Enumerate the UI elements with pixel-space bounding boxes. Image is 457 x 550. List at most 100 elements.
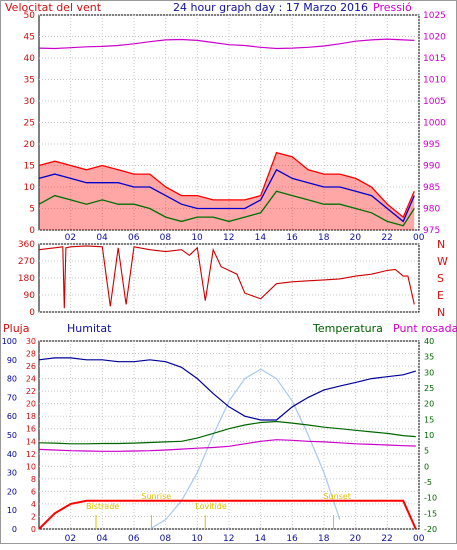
wind-y-tick-label: 0	[29, 226, 35, 236]
direction-compass-label: E	[437, 289, 444, 302]
direction-compass-label: W	[437, 255, 448, 268]
rain-y-tick-label: 8	[31, 475, 36, 484]
wind-y-tick-label: 10	[24, 183, 36, 193]
event-marker-label: Lovitide	[195, 502, 227, 511]
humidity-x-tick-label: 14	[255, 534, 267, 544]
wind-y-tick-label: 35	[24, 76, 35, 86]
wind-y-tick-label: 30	[24, 97, 36, 107]
wind-y-tick-label: 25	[24, 119, 35, 129]
direction-y-tick-label: 0	[29, 308, 35, 318]
humidity-y-tick-label: 40	[7, 450, 17, 459]
humidity-x-tick-label: 10	[191, 534, 203, 544]
humidity-y-tick-label: 20	[7, 487, 17, 496]
rain-y-tick-label: 24	[26, 375, 36, 384]
wind-y-tick-label: 40	[24, 54, 36, 64]
graph-title: 24 hour graph day : 17 Marzo 2016	[173, 1, 368, 14]
rain-y-tick-label: 0	[31, 525, 36, 534]
temperature-y-tick-label: -5	[424, 478, 432, 487]
dewpoint-axis-title: Punt rosada	[393, 322, 457, 335]
direction-y-tick-label: 270	[18, 257, 35, 267]
pressure-y-tick-label: 995	[423, 140, 440, 150]
pressure-y-tick-label: 980	[423, 205, 440, 215]
wind-x-tick-label: 22	[381, 233, 392, 243]
temperature-y-tick-label: 25	[424, 384, 434, 393]
humidity-y-tick-label: 100	[2, 337, 17, 346]
wind-gust-line	[38, 151, 415, 219]
temperature-y-tick-label: 10	[424, 431, 434, 440]
humidity-y-tick-label: 30	[7, 469, 17, 478]
temperature-y-tick-label: -20	[424, 525, 437, 534]
rain-y-tick-label: 26	[26, 362, 36, 371]
wind-x-tick-label: 06	[128, 233, 140, 243]
direction-compass-label: N	[437, 238, 445, 251]
rain-y-tick-label: 30	[26, 337, 36, 346]
temperature-y-tick-label: 20	[424, 400, 434, 409]
pressure-axis-title: Pressió	[373, 1, 412, 14]
wind-y-tick-label: 5	[29, 205, 35, 215]
event-marker-label: Sunset	[324, 492, 351, 501]
rain-axis-title: Pluja	[3, 322, 29, 335]
pressure-y-tick-label: 990	[423, 162, 440, 172]
pressure-y-tick-label: 975	[423, 226, 440, 236]
wind-y-tick-label: 50	[24, 11, 36, 21]
event-marker-label: Bistrade	[86, 502, 119, 511]
pressure-line	[38, 38, 415, 50]
direction-compass-label: N	[437, 306, 445, 319]
temperature-y-tick-label: 0	[424, 462, 429, 471]
rain-y-tick-label: 22	[26, 387, 36, 396]
direction-y-tick-label: 360	[18, 240, 35, 250]
rain-y-tick-label: 12	[26, 450, 36, 459]
humidity-x-tick-label: 12	[223, 534, 234, 544]
temperature-y-tick-label: 35	[424, 353, 434, 362]
rain-accumulated-line	[38, 499, 417, 530]
wind-avg-line	[38, 168, 415, 223]
wind-x-tick-label: 02	[65, 233, 76, 243]
pressure-y-tick-label: 1010	[423, 76, 446, 86]
humidity-y-tick-label: 70	[7, 393, 17, 402]
wind-x-tick-label: 04	[96, 233, 108, 243]
humidity-x-tick-label: 22	[381, 534, 392, 544]
humidity-x-tick-label: 08	[160, 534, 172, 544]
rain-y-tick-label: 20	[26, 400, 36, 409]
pressure-y-tick-label: 1020	[423, 33, 446, 43]
humidity-y-tick-label: 90	[7, 356, 17, 365]
wind-x-tick-label: 14	[255, 233, 267, 243]
temperature-y-tick-label: 30	[424, 368, 434, 377]
wind-x-tick-label: 20	[350, 233, 362, 243]
humidity-y-tick-label: 80	[7, 375, 17, 384]
humidity-x-tick-label: 00	[413, 534, 425, 544]
temperature-y-tick-label: 40	[424, 337, 434, 346]
wind-y-tick-label: 45	[24, 33, 35, 43]
wind-x-tick-label: 10	[191, 233, 203, 243]
pressure-y-tick-label: 1000	[423, 119, 446, 129]
wind-x-tick-label: 18	[318, 233, 330, 243]
humidity-x-tick-label: 02	[65, 534, 76, 544]
temperature-y-tick-label: 5	[424, 447, 429, 456]
humidity-x-tick-label: 04	[96, 534, 108, 544]
humidity-x-tick-label: 06	[128, 534, 140, 544]
humidity-y-tick-label: 0	[12, 525, 17, 534]
wind-x-tick-label: 00	[413, 233, 425, 243]
rain-y-tick-label: 14	[26, 437, 36, 446]
wind-min-line	[38, 190, 415, 227]
event-marker-label: Sunrise	[141, 492, 171, 501]
rain-y-tick-label: 6	[31, 487, 36, 496]
direction-compass-label: S	[437, 272, 444, 285]
humidity-line	[38, 357, 416, 421]
temperature-line	[38, 420, 416, 445]
humidity-y-tick-label: 10	[7, 506, 17, 515]
wind-gust-area	[39, 152, 415, 230]
rain-y-tick-label: 16	[26, 425, 36, 434]
wind-x-tick-label: 08	[160, 233, 172, 243]
humidity-x-tick-label: 16	[286, 534, 298, 544]
humidity-axis-title: Humitat	[67, 322, 112, 335]
rain-y-tick-label: 28	[26, 350, 36, 359]
humidity-x-tick-label: 18	[318, 534, 330, 544]
wind-x-tick-label: 12	[223, 233, 234, 243]
pressure-y-tick-label: 1015	[423, 54, 446, 64]
pressure-y-tick-label: 985	[423, 183, 440, 193]
direction-grid	[39, 243, 420, 313]
humidity-x-tick-label: 20	[350, 534, 362, 544]
